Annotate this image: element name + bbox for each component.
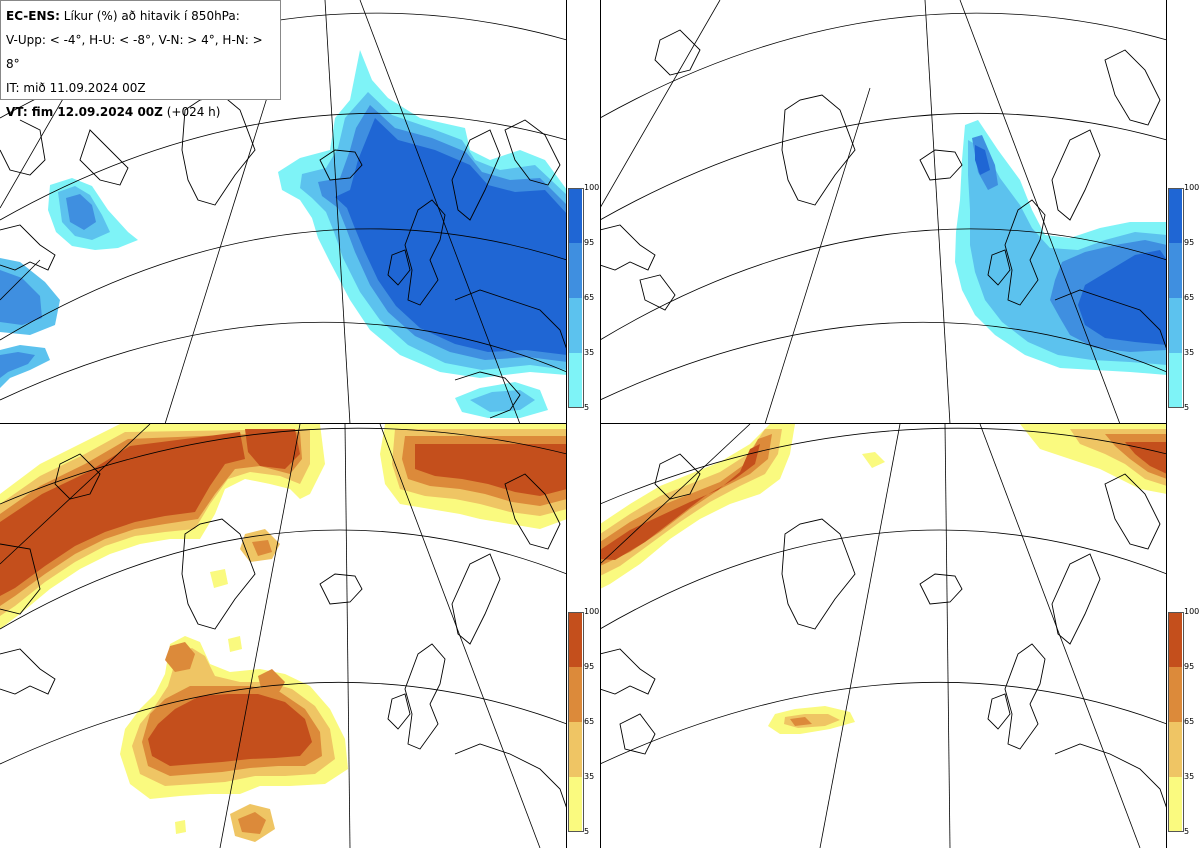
coastline — [0, 453, 567, 810]
panel-divider — [0, 423, 567, 424]
panel-divider — [600, 423, 1167, 424]
colorbar-warm-right: 100 95 65 35 5 — [1168, 608, 1200, 836]
colorbar-tick-label: 95 — [1184, 238, 1195, 247]
panel-divider — [1166, 0, 1167, 848]
colorbar-tick-label: 5 — [1184, 827, 1190, 836]
panel-divider — [600, 0, 601, 848]
colorbar-tick-label: 35 — [584, 772, 595, 781]
colorbar-tick-label: 35 — [1184, 772, 1195, 781]
colorbar-segment — [1168, 353, 1182, 408]
map-canvas — [600, 0, 1167, 424]
colorbar-tick-label: 65 — [584, 293, 595, 302]
map-panel-warm-4 — [0, 424, 567, 848]
colorbar-segment — [568, 667, 582, 722]
coastline — [600, 453, 1167, 810]
colorbar-segment — [1168, 243, 1182, 298]
colorbar-tick-label: 95 — [584, 238, 595, 247]
colorbar-segment — [1168, 777, 1182, 832]
model-label: EC-ENS: — [6, 9, 60, 23]
map-canvas — [600, 424, 1167, 848]
map-panel-cold-8 — [600, 0, 1167, 424]
colorbar-tick-label: 5 — [1184, 403, 1190, 412]
probability-field-cold — [955, 120, 1167, 375]
colorbar-warm-left: 100 95 65 35 5 — [568, 608, 600, 836]
colorbar-tick-label: 65 — [1184, 717, 1195, 726]
colorbar-tick-label: 100 — [584, 607, 600, 616]
colorbar-segment — [568, 612, 582, 667]
map-panel-cold-4: EC-ENS: Líkur (%) að hitavik í 850hPa: V… — [0, 0, 567, 424]
valid-time-label: VT: fim 12.09.2024 00Z — [6, 105, 163, 119]
colorbar-tick-label: 95 — [584, 662, 595, 671]
colorbar-frame — [568, 612, 584, 832]
colorbar-segment — [1168, 612, 1182, 667]
colorbar-tick-label: 100 — [1184, 183, 1200, 192]
probability-field-warm — [0, 424, 567, 842]
colorbar-tick-label: 100 — [1184, 607, 1200, 616]
panel-divider — [566, 0, 567, 848]
colorbar-frame — [1168, 188, 1184, 408]
title-text: Líkur (%) að hitavik í 850hPa: — [63, 9, 240, 23]
graticule — [0, 424, 567, 848]
map-panel-warm-8 — [600, 424, 1167, 848]
chart-title-box: EC-ENS: Líkur (%) að hitavik í 850hPa: V… — [0, 0, 281, 119]
colorbar-tick-label: 65 — [1184, 293, 1195, 302]
colorbar-tick-label: 5 — [584, 827, 590, 836]
colorbar-segment — [1168, 188, 1182, 243]
colorbar-frame — [568, 188, 584, 408]
colorbar-tick-label: 35 — [584, 348, 595, 357]
colorbar-segment — [568, 188, 582, 243]
probability-field-cold — [0, 50, 567, 418]
colorbar-cold-left: 100 95 65 35 5 — [568, 184, 600, 412]
colorbar-segment — [568, 353, 582, 408]
colorbar-segment — [568, 722, 582, 777]
colorbar-segment — [568, 777, 582, 832]
colorbar-segment — [568, 243, 582, 298]
colorbar-tick-label: 5 — [584, 403, 590, 412]
coastline — [600, 29, 1167, 351]
colorbar-tick-label: 100 — [584, 183, 600, 192]
colorbar-frame — [1168, 612, 1184, 832]
colorbar-tick-label: 35 — [1184, 348, 1195, 357]
colorbar-segment — [1168, 722, 1182, 777]
threshold-text: V-Upp: < -4°, H-U: < -8°, V-N: > 4°, H-N… — [6, 33, 263, 71]
map-canvas — [0, 424, 567, 848]
colorbar-segment — [1168, 298, 1182, 353]
colorbar-tick-label: 95 — [1184, 662, 1195, 671]
colorbar-segment — [568, 298, 582, 353]
init-time-text: IT: mið 11.09.2024 00Z — [6, 81, 146, 95]
graticule — [600, 0, 1167, 424]
colorbar-tick-label: 65 — [584, 717, 595, 726]
map-canvas — [0, 0, 567, 424]
colorbar-cold-right: 100 95 65 35 5 — [1168, 184, 1200, 412]
probability-field-warm — [600, 424, 1167, 734]
colorbar-segment — [1168, 667, 1182, 722]
lead-time-text: (+024 h) — [166, 105, 221, 119]
